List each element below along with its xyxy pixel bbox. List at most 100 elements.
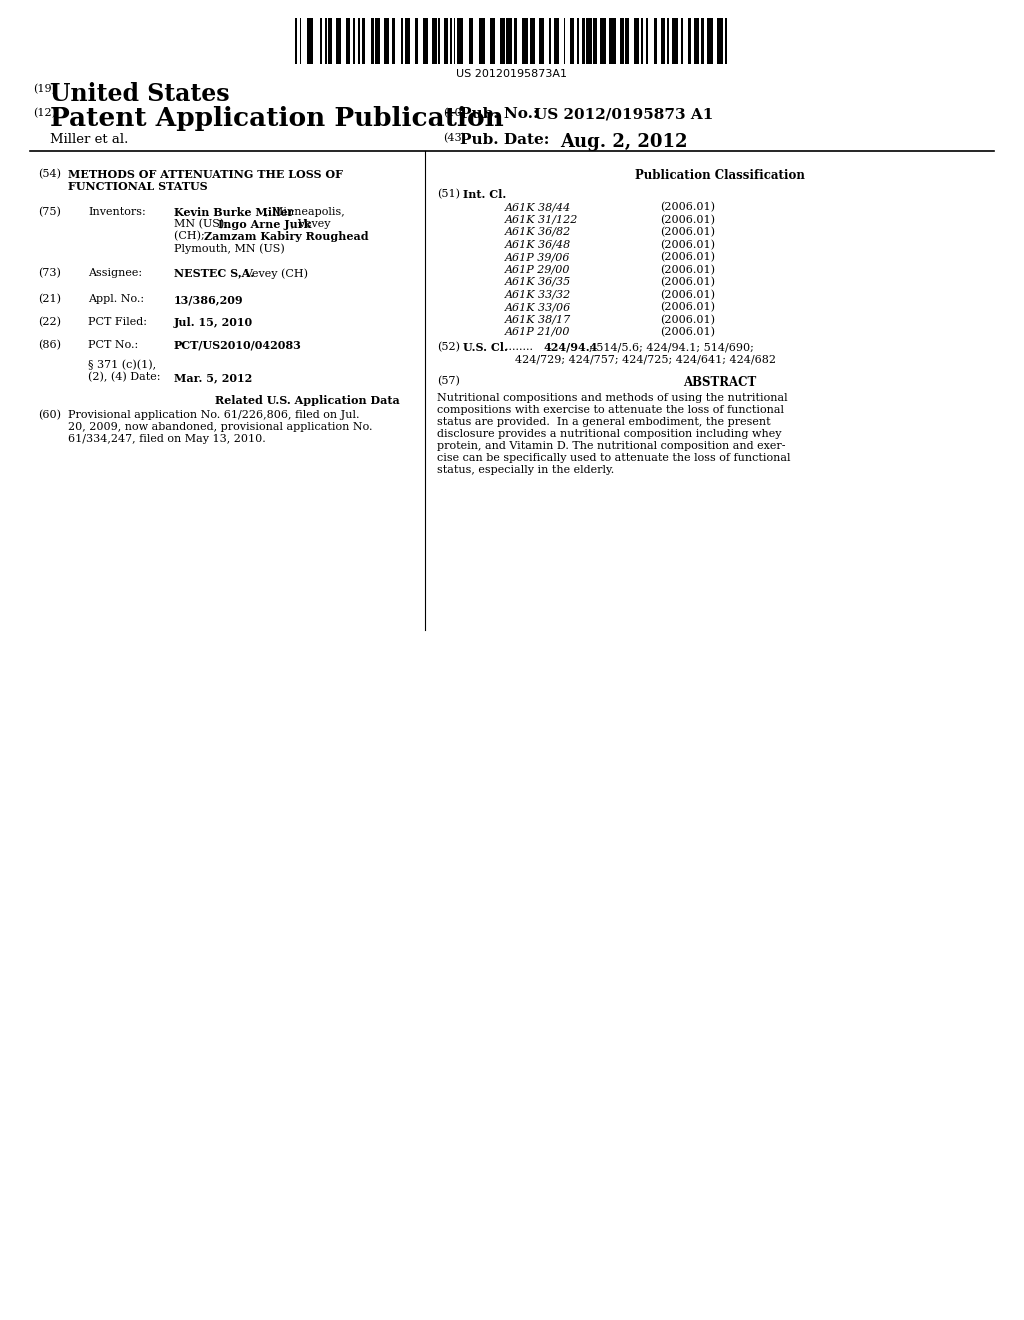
Bar bbox=[423, 18, 428, 63]
Text: A61P 29/00: A61P 29/00 bbox=[505, 264, 570, 275]
Text: 424/94.4: 424/94.4 bbox=[543, 342, 597, 352]
Text: Zamzam Kabiry Roughead: Zamzam Kabiry Roughead bbox=[204, 231, 369, 242]
Bar bbox=[372, 18, 374, 63]
Text: Kevin Burke Miller: Kevin Burke Miller bbox=[174, 207, 294, 218]
Bar bbox=[700, 18, 705, 63]
Text: (12): (12) bbox=[33, 108, 56, 119]
Text: Ingo Arne Jurk: Ingo Arne Jurk bbox=[218, 219, 311, 230]
Text: Provisional application No. 61/226,806, filed on Jul.: Provisional application No. 61/226,806, … bbox=[68, 411, 359, 420]
Text: US 20120195873A1: US 20120195873A1 bbox=[457, 69, 567, 79]
Text: Aug. 2, 2012: Aug. 2, 2012 bbox=[560, 133, 687, 150]
Text: (2006.01): (2006.01) bbox=[660, 327, 715, 338]
Text: Pub. No.:: Pub. No.: bbox=[460, 107, 539, 121]
Text: Appl. No.:: Appl. No.: bbox=[88, 294, 144, 304]
Text: ABSTRACT: ABSTRACT bbox=[683, 376, 757, 389]
Bar bbox=[457, 18, 463, 63]
Text: MN (US);: MN (US); bbox=[174, 219, 231, 230]
Text: (75): (75) bbox=[38, 207, 60, 218]
Text: (51): (51) bbox=[437, 189, 460, 199]
Text: (2006.01): (2006.01) bbox=[660, 289, 715, 300]
Text: , Minneapolis,: , Minneapolis, bbox=[265, 207, 345, 216]
Bar bbox=[554, 18, 559, 63]
Bar bbox=[725, 18, 727, 63]
Text: US 2012/0195873 A1: US 2012/0195873 A1 bbox=[534, 107, 714, 121]
Text: Publication Classification: Publication Classification bbox=[635, 169, 805, 182]
Bar bbox=[578, 18, 579, 63]
Bar bbox=[432, 18, 437, 63]
Text: U.S. Cl.: U.S. Cl. bbox=[463, 342, 508, 352]
Text: (2006.01): (2006.01) bbox=[660, 239, 715, 249]
Text: Inventors:: Inventors: bbox=[88, 207, 145, 216]
Bar bbox=[626, 18, 629, 63]
Text: A61K 36/82: A61K 36/82 bbox=[505, 227, 571, 238]
Text: 424/729; 424/757; 424/725; 424/641; 424/682: 424/729; 424/757; 424/725; 424/641; 424/… bbox=[515, 354, 776, 364]
Text: (73): (73) bbox=[38, 268, 60, 279]
Text: (2006.01): (2006.01) bbox=[660, 202, 715, 213]
Text: (22): (22) bbox=[38, 317, 61, 327]
Text: A61K 31/122: A61K 31/122 bbox=[505, 214, 579, 224]
Text: compositions with exercise to attenuate the loss of functional: compositions with exercise to attenuate … bbox=[437, 405, 784, 414]
Text: ........: ........ bbox=[505, 342, 534, 352]
Text: Pub. Date:: Pub. Date: bbox=[460, 133, 549, 147]
Text: ,: , bbox=[331, 231, 335, 242]
Bar bbox=[345, 18, 350, 63]
Text: protein, and Vitamin D. The nutritional composition and exer-: protein, and Vitamin D. The nutritional … bbox=[437, 441, 785, 451]
Text: (43): (43) bbox=[443, 133, 466, 144]
Bar bbox=[646, 18, 647, 63]
Bar bbox=[329, 18, 332, 63]
Bar bbox=[392, 18, 395, 63]
Bar bbox=[539, 18, 544, 63]
Bar bbox=[300, 18, 301, 63]
Bar bbox=[681, 18, 683, 63]
Bar bbox=[357, 18, 360, 63]
Bar bbox=[522, 18, 528, 63]
Bar bbox=[688, 18, 691, 63]
Text: (52): (52) bbox=[437, 342, 460, 352]
Text: (60): (60) bbox=[38, 411, 61, 420]
Bar bbox=[375, 18, 380, 63]
Text: United States: United States bbox=[50, 82, 229, 106]
Text: , Vevey: , Vevey bbox=[291, 219, 331, 228]
Text: Related U.S. Application Data: Related U.S. Application Data bbox=[215, 395, 399, 407]
Text: Assignee:: Assignee: bbox=[88, 268, 142, 279]
Bar bbox=[444, 18, 447, 63]
Bar bbox=[451, 18, 452, 63]
Text: PCT No.:: PCT No.: bbox=[88, 341, 138, 350]
Text: status are provided.  In a general embodiment, the present: status are provided. In a general embodi… bbox=[437, 417, 771, 426]
Text: (2006.01): (2006.01) bbox=[660, 264, 715, 275]
Bar bbox=[319, 18, 323, 63]
Bar bbox=[438, 18, 440, 63]
Bar bbox=[564, 18, 565, 63]
Text: (2006.01): (2006.01) bbox=[660, 277, 715, 288]
Bar bbox=[500, 18, 505, 63]
Bar bbox=[514, 18, 517, 63]
Bar bbox=[415, 18, 418, 63]
Bar bbox=[454, 18, 456, 63]
Text: A61K 33/32: A61K 33/32 bbox=[505, 289, 571, 300]
Text: (2006.01): (2006.01) bbox=[660, 314, 715, 325]
Text: FUNCTIONAL STATUS: FUNCTIONAL STATUS bbox=[68, 181, 208, 191]
Text: (CH);: (CH); bbox=[174, 231, 208, 242]
Text: PCT/US2010/042083: PCT/US2010/042083 bbox=[174, 341, 302, 351]
Text: A61K 38/44: A61K 38/44 bbox=[505, 202, 571, 213]
Bar bbox=[662, 18, 665, 63]
Text: (2006.01): (2006.01) bbox=[660, 227, 715, 238]
Text: METHODS OF ATTENUATING THE LOSS OF: METHODS OF ATTENUATING THE LOSS OF bbox=[68, 169, 343, 180]
Text: A61K 33/06: A61K 33/06 bbox=[505, 302, 571, 312]
Bar bbox=[506, 18, 512, 63]
Text: (2006.01): (2006.01) bbox=[660, 214, 715, 224]
Text: Plymouth, MN (US): Plymouth, MN (US) bbox=[174, 243, 285, 253]
Bar bbox=[307, 18, 313, 63]
Text: Mar. 5, 2012: Mar. 5, 2012 bbox=[174, 372, 252, 383]
Text: (57): (57) bbox=[437, 376, 460, 387]
Bar bbox=[634, 18, 639, 63]
Text: (10): (10) bbox=[443, 108, 466, 119]
Bar bbox=[489, 18, 495, 63]
Bar bbox=[401, 18, 403, 63]
Text: A61K 38/17: A61K 38/17 bbox=[505, 314, 571, 325]
Text: cise can be specifically used to attenuate the loss of functional: cise can be specifically used to attenua… bbox=[437, 453, 791, 463]
Bar bbox=[336, 18, 341, 63]
Text: (2006.01): (2006.01) bbox=[660, 302, 715, 313]
Text: A61K 36/35: A61K 36/35 bbox=[505, 277, 571, 286]
Text: (86): (86) bbox=[38, 341, 61, 350]
